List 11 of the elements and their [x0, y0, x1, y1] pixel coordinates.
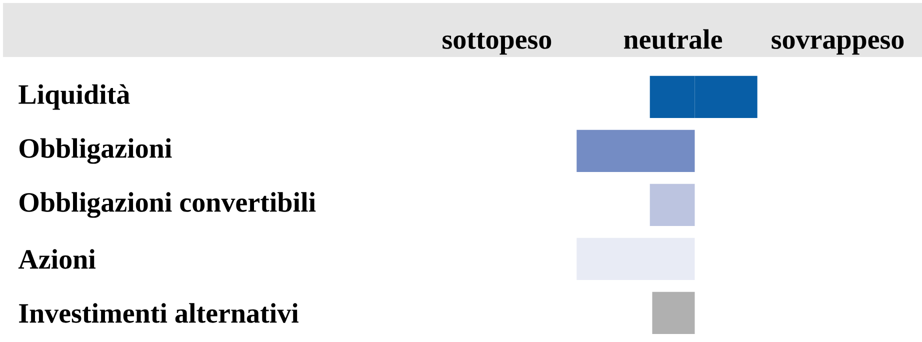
y-tick-label: Obbligazioni convertibili [20, 192, 316, 218]
bar [652, 292, 695, 334]
y-tick-label: Investimenti alternativi [19, 303, 298, 323]
bar [576, 130, 695, 172]
y-tick-label: Azioni [18, 249, 96, 269]
text: sottopeso [442, 32, 552, 55]
bar [650, 184, 695, 226]
y-tick-label: Liquidità [18, 84, 130, 110]
y-tick-label: Obbligazioni [20, 138, 172, 164]
text: neutrale [624, 29, 722, 49]
text: sovrappeso [772, 35, 904, 55]
